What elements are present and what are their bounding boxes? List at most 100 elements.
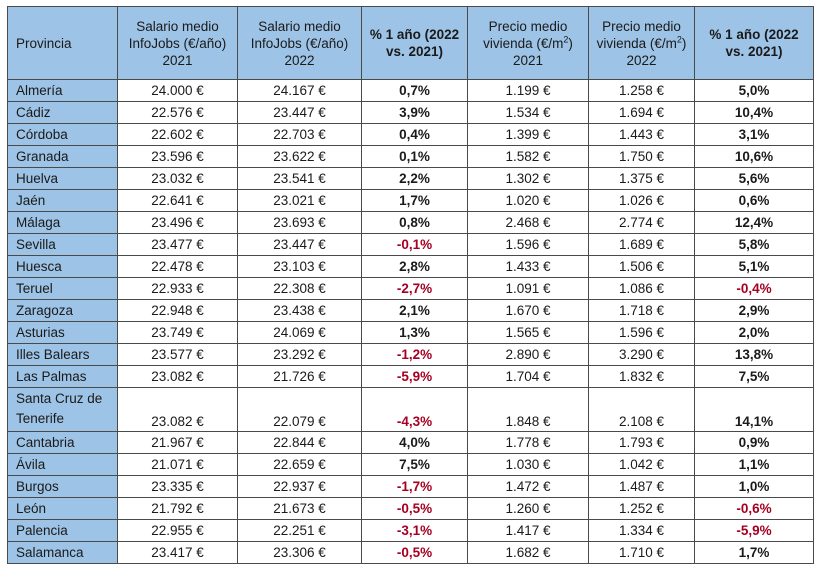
cell-pct-salario: -2,7%: [361, 277, 468, 300]
cell-pct-salario: -4,3%: [361, 387, 468, 432]
table-body: Almería 24.000 €24.167 €0,7% 1.199 €1.258 …: [7, 79, 814, 564]
cell-salario-2021: 22.478 €: [117, 255, 238, 278]
header-vivienda-2021-suffix: ) 2021: [512, 35, 573, 68]
cell-pct-vivienda: -0,4%: [694, 277, 814, 300]
cell-salario-2022: 24.069 €: [237, 321, 362, 344]
table-row: Cádiz 22.576 €23.447 €3,9% 1.534 €1.694 €1…: [7, 101, 814, 124]
cell-salario-2021: 23.749 €: [117, 321, 238, 344]
cell-salario-2021: 21.967 €: [117, 431, 238, 454]
table-row: Jaén 22.641 €23.021 €1,7% 1.020 €1.026 €0,…: [7, 189, 814, 212]
cell-provincia: Huesca: [7, 255, 118, 278]
cell-vivienda-2022: 1.750 €: [588, 145, 695, 168]
cell-vivienda-2021: 1.534 €: [467, 101, 589, 124]
cell-pct-vivienda: 3,1%: [694, 123, 814, 146]
cell-provincia: Salamanca: [7, 541, 118, 564]
cell-vivienda-2021: 1.848 €: [467, 387, 589, 432]
cell-pct-vivienda: -0,6%: [694, 497, 814, 520]
superscript: 2: [563, 34, 569, 44]
cell-provincia: Palencia: [7, 519, 118, 542]
cell-provincia: Almería: [7, 79, 118, 102]
cell-pct-vivienda: 5,6%: [694, 167, 814, 190]
table-row: Asturias 23.749 €24.069 €1,3% 1.565 €1.596…: [7, 321, 814, 344]
header-provincia: Provincia: [7, 6, 118, 80]
cell-vivienda-2021: 1.778 €: [467, 431, 589, 454]
table-row: Ávila 21.071 €22.659 €7,5% 1.030 €1.042 €1…: [7, 453, 814, 476]
cell-vivienda-2021: 1.472 €: [467, 475, 589, 498]
cell-pct-salario: 2,1%: [361, 299, 468, 322]
cell-vivienda-2022: 1.086 €: [588, 277, 695, 300]
cell-salario-2021: 22.576 €: [117, 101, 238, 124]
header-vivienda-2022-suffix: ) 2022: [626, 35, 687, 68]
cell-pct-vivienda: 1,7%: [694, 541, 814, 564]
table-row: Huesca 22.478 €23.103 €2,8% 1.433 €1.506 €…: [7, 255, 814, 278]
cell-provincia: Ávila: [7, 453, 118, 476]
cell-provincia: Jaén: [7, 189, 118, 212]
table-row: Granada 23.596 €23.622 €0,1% 1.582 €1.750 …: [7, 145, 814, 168]
cell-salario-2022: 23.292 €: [237, 343, 362, 366]
cell-vivienda-2021: 1.020 €: [467, 189, 589, 212]
table-row: Cantabria 21.967 €22.844 €4,0% 1.778 €1.79…: [7, 431, 814, 454]
cell-pct-salario: -0,5%: [361, 541, 468, 564]
cell-salario-2021: 22.641 €: [117, 189, 238, 212]
cell-pct-vivienda: 10,6%: [694, 145, 814, 168]
cell-vivienda-2021: 1.399 €: [467, 123, 589, 146]
cell-vivienda-2022: 1.487 €: [588, 475, 695, 498]
cell-vivienda-2021: 1.596 €: [467, 233, 589, 256]
cell-pct-vivienda: 1,1%: [694, 453, 814, 476]
header-vivienda-2022-text: Precio medio vivienda (€/m: [596, 18, 681, 51]
cell-vivienda-2021: 1.199 €: [467, 79, 589, 102]
cell-pct-salario: 1,7%: [361, 189, 468, 212]
cell-vivienda-2021: 2.468 €: [467, 211, 589, 234]
table-row: Almería 24.000 €24.167 €0,7% 1.199 €1.258 …: [7, 79, 814, 102]
cell-salario-2022: 23.447 €: [237, 233, 362, 256]
cell-pct-salario: 0,8%: [361, 211, 468, 234]
cell-vivienda-2021: 1.433 €: [467, 255, 589, 278]
cell-salario-2022: 21.673 €: [237, 497, 362, 520]
cell-vivienda-2022: 1.506 €: [588, 255, 695, 278]
header-vivienda-2021: Precio medio vivienda (€/m2) 2021: [467, 6, 589, 80]
cell-vivienda-2021: 1.682 €: [467, 541, 589, 564]
cell-pct-vivienda: 5,8%: [694, 233, 814, 256]
cell-pct-salario: 1,3%: [361, 321, 468, 344]
cell-pct-vivienda: 5,0%: [694, 79, 814, 102]
cell-pct-salario: 0,1%: [361, 145, 468, 168]
cell-pct-vivienda: 2,0%: [694, 321, 814, 344]
table-row: Las Palmas 23.082 €21.726 € -5,9% 1.704 €1.…: [7, 365, 814, 388]
cell-pct-vivienda: 7,5%: [694, 365, 814, 388]
header-pct-salario: % 1 año (2022 vs. 2021): [361, 6, 468, 80]
cell-salario-2022: 23.693 €: [237, 211, 362, 234]
header-salario-2021: Salario medio InfoJobs (€/año) 2021: [117, 6, 238, 80]
cell-pct-salario: -1,7%: [361, 475, 468, 498]
cell-pct-salario: 0,4%: [361, 123, 468, 146]
cell-provincia: Santa Cruz de Tenerife: [7, 387, 118, 432]
cell-vivienda-2022: 1.596 €: [588, 321, 695, 344]
cell-pct-vivienda: -5,9%: [694, 519, 814, 542]
cell-vivienda-2021: 1.670 €: [467, 299, 589, 322]
cell-pct-salario: 0,7%: [361, 79, 468, 102]
cell-pct-vivienda: 13,8%: [694, 343, 814, 366]
cell-pct-salario: -3,1%: [361, 519, 468, 542]
cell-vivienda-2022: 1.689 €: [588, 233, 695, 256]
cell-salario-2022: 22.251 €: [237, 519, 362, 542]
cell-vivienda-2021: 2.890 €: [467, 343, 589, 366]
cell-vivienda-2021: 1.582 €: [467, 145, 589, 168]
cell-vivienda-2021: 1.565 €: [467, 321, 589, 344]
cell-provincia: Cádiz: [7, 101, 118, 124]
cell-vivienda-2022: 1.443 €: [588, 123, 695, 146]
cell-vivienda-2021: 1.302 €: [467, 167, 589, 190]
cell-salario-2021: 22.933 €: [117, 277, 238, 300]
cell-pct-salario: 4,0%: [361, 431, 468, 454]
cell-provincia: Asturias: [7, 321, 118, 344]
cell-vivienda-2021: 1.030 €: [467, 453, 589, 476]
cell-pct-salario: -1,2%: [361, 343, 468, 366]
header-vivienda-2022: Precio medio vivienda (€/m2) 2022: [588, 6, 695, 80]
cell-vivienda-2022: 1.793 €: [588, 431, 695, 454]
cell-vivienda-2022: 1.375 €: [588, 167, 695, 190]
cell-salario-2021: 24.000 €: [117, 79, 238, 102]
salary-housing-table: Provincia Salario medio InfoJobs (€/año)…: [7, 6, 814, 564]
table-row: Zaragoza 22.948 €23.438 €2,1% 1.670 €1.718…: [7, 299, 814, 322]
cell-provincia: Illes Balears: [7, 343, 118, 366]
cell-salario-2022: 23.306 €: [237, 541, 362, 564]
cell-provincia: Málaga: [7, 211, 118, 234]
cell-provincia: Las Palmas: [7, 365, 118, 388]
